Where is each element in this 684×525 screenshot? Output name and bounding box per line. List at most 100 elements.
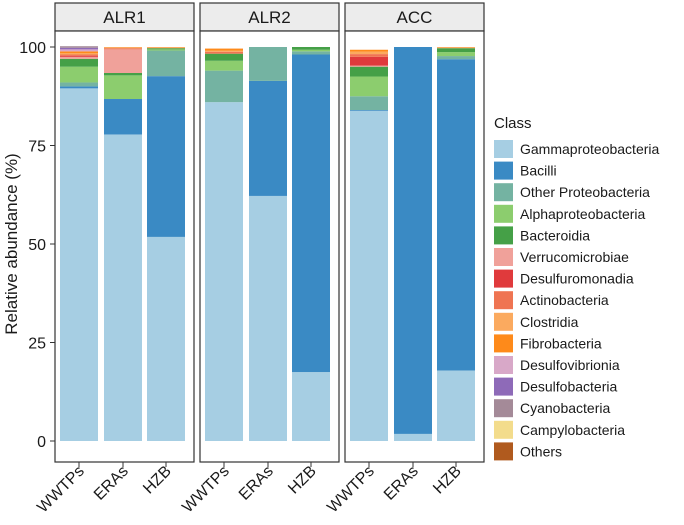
legend-swatch (494, 291, 513, 310)
legend-item-verrucomicrobiae: Verrucomicrobiae (494, 248, 629, 266)
legend-label: Clostridia (520, 314, 579, 330)
bar-segment-alr2-hzb-bacteroidia (292, 47, 330, 50)
legend-swatch (494, 226, 513, 245)
panel-strip (54, 2, 195, 32)
bar-segment-alr2-hzb-gammaproteobacteria (292, 372, 330, 441)
bar-segment-alr1-wwtps-verrucomicrobiae (60, 56, 98, 59)
bar-segment-alr2-eras-bacilli (249, 80, 287, 196)
bar-segment-alr1-wwtps-bacteroidia (60, 58, 98, 67)
legend-label: Bacteroidia (520, 227, 590, 243)
bar-segment-acc-wwtps-bacteroidia (350, 66, 388, 77)
bar-segment-alr2-hzb-alphaproteobacteria (292, 49, 330, 52)
y-tick-label: 100 (19, 40, 46, 57)
x-tick-label: ERAs (91, 463, 132, 504)
bar-segment-acc-hzb-bacteroidia (437, 48, 475, 53)
legend-item-actinobacteria: Actinobacteria (494, 291, 609, 310)
bar-segment-alr2-hzb-other-proteobacteria (292, 51, 330, 55)
legend-item-clostridia: Clostridia (494, 312, 579, 331)
bar-segment-acc-wwtps-verrucomicrobiae (350, 65, 388, 67)
legend-swatch (494, 248, 513, 266)
legend-swatch (494, 161, 513, 180)
bar-segment-acc-hzb-bacilli (437, 59, 475, 371)
legend-item-desulfobacteria: Desulfobacteria (494, 377, 617, 396)
bar-segment-acc-wwtps-bacilli (350, 110, 388, 111)
bar-segment-acc-wwtps-actinobacteria (350, 54, 388, 57)
legend-swatch (494, 312, 513, 331)
bar-segment-alr1-wwtps-bacilli (60, 86, 98, 89)
legend-item-bacilli: Bacilli (494, 161, 557, 180)
legend-label: Actinobacteria (520, 292, 609, 308)
bar-segment-acc-wwtps-clostridia (350, 51, 388, 55)
bar-segment-alr1-eras-bacteroidia (104, 73, 142, 76)
bar-segment-alr1-wwtps-other-proteobacteria (60, 82, 98, 87)
y-tick-label: 25 (28, 336, 46, 353)
panel-alr2: ALR2 WWTPs ERAs HZB (179, 2, 340, 516)
bar-segment-alr2-wwtps-clostridia (205, 50, 243, 52)
x-tick-label: ERAs (236, 463, 277, 504)
bar-segment-alr1-wwtps-cyanobacteria (60, 46, 98, 48)
legend-label: Bacilli (520, 163, 557, 179)
legend-swatch (494, 420, 513, 439)
legend-label: Verrucomicrobiae (520, 249, 629, 265)
bar-segment-alr1-hzb-bacilli (147, 76, 185, 237)
bar-segment-alr1-wwtps-actinobacteria (60, 54, 98, 56)
legend-swatch (494, 377, 513, 396)
legend-title: Class (494, 115, 532, 132)
bar-segment-alr1-hzb-clostridia (147, 47, 185, 49)
legend-item-cyanobacteria: Cyanobacteria (494, 399, 610, 418)
bar-segment-acc-wwtps-desulfuromonadia (350, 56, 388, 66)
bar-segment-acc-hzb-gammaproteobacteria (437, 370, 475, 441)
panel-strip (199, 2, 340, 32)
legend-item-bacteroidia: Bacteroidia (494, 226, 590, 245)
bar-segment-alr1-hzb-other-proteobacteria (147, 50, 185, 77)
legend-items: Gammaproteobacteria Bacilli Other Proteoba… (494, 140, 660, 461)
bar-segment-alr1-wwtps-fibrobacteria (60, 51, 98, 54)
bar-segment-alr1-wwtps-alphaproteobacteria (60, 66, 98, 83)
bar-segment-alr1-wwtps-desulfuromonadia (60, 55, 98, 57)
legend-swatch (494, 334, 513, 353)
x-tick-label: HZB (430, 463, 465, 498)
x-tick-label: WWTPs (34, 463, 87, 516)
y-axis-title: Relative abundance (%) (2, 153, 21, 334)
legend-swatch (494, 269, 513, 288)
legend-label: Gammaproteobacteria (520, 141, 660, 157)
bar-segment-alr2-wwtps-bacteroidia (205, 53, 243, 61)
legend-label: Alphaproteobacteria (520, 206, 646, 222)
panel-strip-label: ALR2 (248, 8, 291, 27)
panel-strip (344, 2, 485, 32)
bar-segment-alr1-hzb-gammaproteobacteria (147, 236, 185, 441)
bar-segment-alr2-hzb-bacilli (292, 54, 330, 373)
legend-label: Desulfovibrionia (520, 357, 620, 373)
legend-label: Desulfuromonadia (520, 271, 634, 287)
bar-segment-acc-hzb-other-proteobacteria (437, 56, 475, 60)
bar-segment-alr1-eras-bacilli (104, 99, 142, 135)
y-axis: 0 25 50 75 100 (19, 40, 55, 451)
bar-segment-alr1-hzb-alphaproteobacteria (147, 49, 185, 51)
x-tick-label: ERAs (381, 463, 422, 504)
legend: Class Gammaproteobacteria Bacilli Other Pr… (494, 115, 660, 461)
bar-segment-alr1-wwtps-clostridia (60, 53, 98, 55)
y-tick-label: 0 (37, 434, 46, 451)
bar-segment-acc-wwtps-gammaproteobacteria (350, 110, 388, 441)
bar-segment-acc-hzb-clostridia (437, 47, 475, 49)
bar-segment-alr1-hzb-bacteroidia (147, 48, 185, 50)
panel-strip-label: ACC (397, 8, 433, 27)
legend-item-desulfuromonadia: Desulfuromonadia (494, 269, 634, 288)
legend-swatch (494, 442, 513, 461)
legend-item-gammaproteobacteria: Gammaproteobacteria (494, 140, 660, 158)
y-tick-label: 75 (28, 139, 46, 156)
bar-segment-alr2-wwtps-gammaproteobacteria (205, 102, 243, 441)
legend-swatch (494, 204, 513, 223)
legend-swatch (494, 356, 513, 374)
legend-item-fibrobacteria: Fibrobacteria (494, 334, 602, 353)
bar-segment-acc-eras-gammaproteobacteria (394, 433, 432, 441)
bar-segment-alr1-wwtps-desulfobacteria (60, 47, 98, 50)
bar-segment-alr2-eras-gammaproteobacteria (249, 195, 287, 441)
bar-segment-acc-wwtps-fibrobacteria (350, 49, 388, 52)
bar-segment-alr2-wwtps-fibrobacteria (205, 48, 243, 51)
bar-segment-alr1-eras-actinobacteria (104, 48, 142, 50)
bar-segment-acc-hzb-alphaproteobacteria (437, 52, 475, 57)
legend-label: Other Proteobacteria (520, 184, 650, 200)
